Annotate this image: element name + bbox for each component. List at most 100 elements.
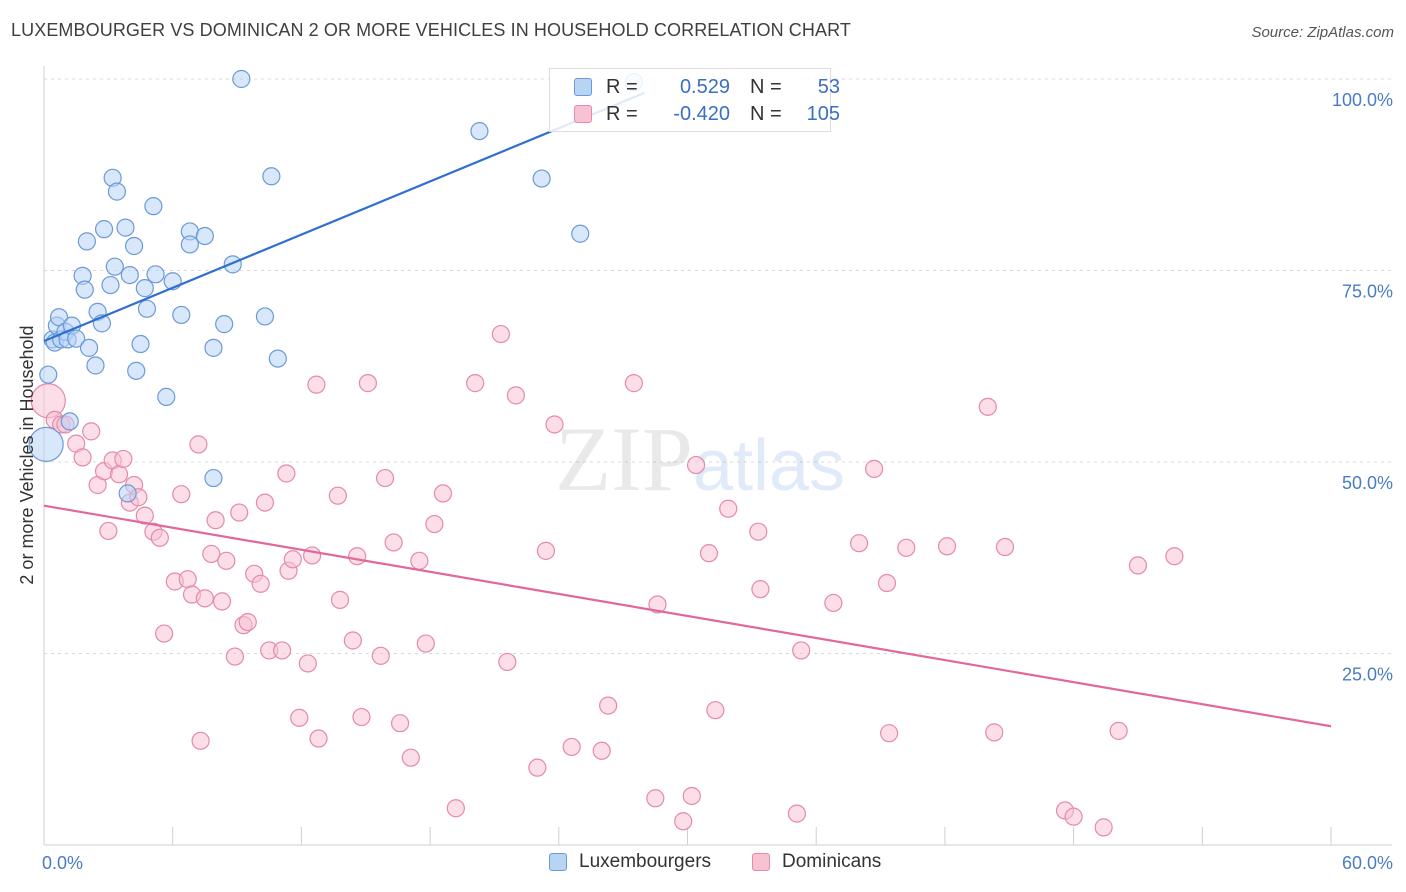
dominican-point (217, 551, 236, 570)
dominican-point (751, 580, 770, 599)
r-label: R = (606, 102, 638, 125)
luxembourger-point (94, 220, 114, 239)
luxembourgers-trend-line (43, 91, 646, 342)
dominican-point (849, 534, 869, 553)
luxembourger-point (262, 167, 281, 186)
legend-row-dominicans: R = -0.420 N = 105 (574, 101, 840, 127)
luxembourger-point (60, 412, 79, 431)
dominican-point (937, 537, 957, 556)
dominican-point (699, 544, 719, 563)
luxembourger-point (470, 121, 489, 141)
dominican-point (348, 547, 367, 566)
n-value: 53 (817, 75, 840, 98)
luxembourger-point (532, 169, 551, 188)
dominican-point (865, 459, 884, 478)
luxembourger-point (131, 334, 150, 354)
x-tick-label-min: 0.0% (42, 853, 83, 873)
dominican-point (135, 506, 154, 525)
luxembourger-point (86, 356, 105, 375)
chart-title: LUXEMBOURGER VS DOMINICAN 2 OR MORE VEHI… (11, 20, 851, 40)
luxembourger-point (28, 426, 64, 462)
dominican-point (1064, 807, 1083, 826)
dominican-point (1094, 818, 1113, 837)
r-value: -0.420 (673, 102, 730, 125)
r-value: 0.529 (679, 75, 730, 98)
dominican-point (330, 590, 350, 609)
y-tick-label: 50.0% (1342, 473, 1393, 493)
dominican-point (178, 570, 197, 589)
dominican-point (536, 541, 556, 560)
dominican-point (114, 449, 133, 469)
source-note: Source: ZipAtlas.com (1251, 24, 1394, 41)
luxembourger-point (180, 235, 199, 254)
luxembourger-point (120, 265, 139, 285)
dominican-point (358, 374, 377, 393)
luxembourger-point (195, 226, 214, 246)
dominican-point (225, 647, 245, 666)
dominican-point (343, 631, 362, 650)
dominican-point (99, 521, 118, 541)
dominican-point (172, 485, 191, 504)
pink-swatch (574, 105, 592, 123)
luxembourger-point (268, 349, 287, 368)
dominican-point (1109, 721, 1128, 740)
watermark-zip: ZIP (555, 408, 693, 510)
dominican-point (880, 724, 899, 743)
x-tick-label-max: 60.0% (1342, 853, 1393, 873)
dominican-point (255, 493, 275, 512)
blue-swatch (549, 853, 567, 871)
dominican-point (425, 514, 444, 534)
luxembourger-point (101, 275, 120, 295)
luxembourger-point (137, 299, 157, 318)
legend-item-dominicans: Dominicans (752, 851, 881, 873)
trend-lines (43, 91, 1332, 728)
y-tick-label: 25.0% (1342, 665, 1393, 685)
dominican-point (446, 799, 465, 818)
dominican-point (562, 737, 581, 757)
n-label: N = (750, 75, 782, 98)
grid-layer (44, 78, 1392, 654)
dominican-point (73, 448, 92, 467)
luxembourger-point (79, 338, 99, 357)
dominican-point (985, 723, 1004, 742)
luxembourger-point (232, 69, 251, 89)
dominican-point (433, 484, 453, 503)
dominican-point (624, 374, 643, 393)
dominican-point (371, 646, 390, 665)
dominican-point (706, 701, 725, 720)
dominican-point (674, 812, 693, 831)
luxembourger-point (135, 279, 154, 298)
luxembourger-point (77, 232, 97, 251)
dominican-point (410, 551, 429, 570)
dominican-point (749, 522, 768, 541)
luxembourger-point (215, 315, 234, 334)
luxembourger-point (67, 329, 86, 348)
dominican-point (150, 528, 169, 547)
luxembourger-point (204, 468, 223, 488)
dominican-point (897, 538, 916, 557)
dominican-point (528, 758, 547, 777)
legend-label-luxembourgers: Luxembourgers (579, 851, 712, 872)
luxembourger-point (144, 197, 163, 216)
luxembourger-point (571, 224, 590, 243)
n-label: N = (750, 102, 782, 125)
dominican-point (1128, 556, 1148, 575)
dominicans-points (30, 324, 1184, 837)
dominicans-trend-line (43, 504, 1332, 728)
dominican-point (230, 503, 249, 522)
dominican-point (792, 641, 811, 660)
luxembourger-point (157, 387, 176, 406)
dominican-point (506, 386, 526, 405)
dominican-point (401, 748, 420, 767)
dominican-point (592, 741, 611, 760)
luxembourger-point (146, 265, 165, 284)
dominican-point (238, 612, 257, 632)
luxembourger-point (255, 307, 275, 326)
dominican-point (206, 511, 225, 530)
dominican-point (82, 422, 101, 441)
luxembourger-point (116, 218, 135, 237)
watermark-atlas: atlas (693, 426, 845, 506)
y-tick-label: 75.0% (1342, 282, 1393, 302)
dominican-point (352, 707, 371, 727)
luxembourger-point (127, 361, 146, 380)
